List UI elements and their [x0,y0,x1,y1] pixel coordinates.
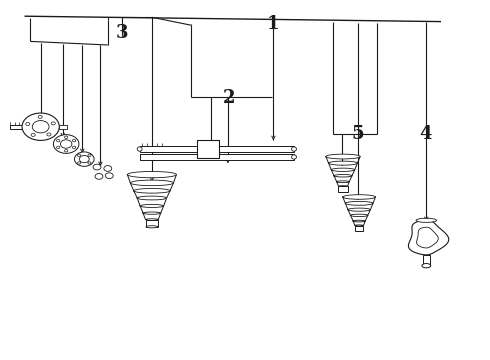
Ellipse shape [326,154,360,159]
Polygon shape [140,146,294,152]
Text: 3: 3 [115,24,128,42]
Circle shape [26,122,30,126]
Ellipse shape [140,204,164,207]
Ellipse shape [137,147,142,151]
Ellipse shape [331,168,355,171]
Circle shape [22,113,59,140]
Circle shape [88,162,91,164]
Ellipse shape [146,219,158,220]
Polygon shape [146,220,158,227]
Circle shape [73,146,76,149]
Circle shape [56,146,60,149]
Ellipse shape [137,196,167,200]
Ellipse shape [343,195,375,199]
Text: 5: 5 [351,125,364,143]
Ellipse shape [353,220,365,222]
Ellipse shape [146,226,158,228]
Circle shape [60,140,72,148]
Ellipse shape [334,175,352,177]
Circle shape [65,136,68,139]
Polygon shape [59,125,67,129]
Ellipse shape [292,155,296,159]
Ellipse shape [337,181,349,183]
Circle shape [93,164,101,170]
Text: 2: 2 [223,89,236,107]
Ellipse shape [422,264,431,268]
Circle shape [65,149,68,152]
Circle shape [95,174,103,179]
Text: 1: 1 [267,15,280,33]
Circle shape [77,162,81,164]
Ellipse shape [329,161,357,165]
Ellipse shape [416,218,437,222]
Ellipse shape [345,201,373,205]
Circle shape [51,122,55,125]
Polygon shape [416,227,438,248]
Circle shape [74,152,94,166]
Circle shape [32,121,49,133]
Ellipse shape [143,212,161,214]
Polygon shape [140,154,294,160]
Ellipse shape [355,225,364,226]
Circle shape [88,154,91,157]
Circle shape [77,154,81,157]
Circle shape [79,156,89,163]
Ellipse shape [127,171,176,178]
Circle shape [56,139,60,142]
Circle shape [53,135,79,153]
Ellipse shape [292,147,296,151]
Circle shape [73,139,76,142]
Circle shape [38,115,42,118]
Ellipse shape [339,186,347,187]
Ellipse shape [348,208,370,211]
Polygon shape [339,186,347,192]
Ellipse shape [134,189,170,193]
Polygon shape [423,255,430,266]
Polygon shape [10,125,36,129]
Polygon shape [197,140,219,158]
Circle shape [47,133,51,136]
Circle shape [105,173,113,179]
Polygon shape [408,220,449,255]
Ellipse shape [130,180,173,186]
Text: 4: 4 [419,125,432,143]
Polygon shape [355,225,364,231]
Circle shape [31,134,35,136]
Circle shape [104,166,112,171]
Ellipse shape [350,214,368,217]
